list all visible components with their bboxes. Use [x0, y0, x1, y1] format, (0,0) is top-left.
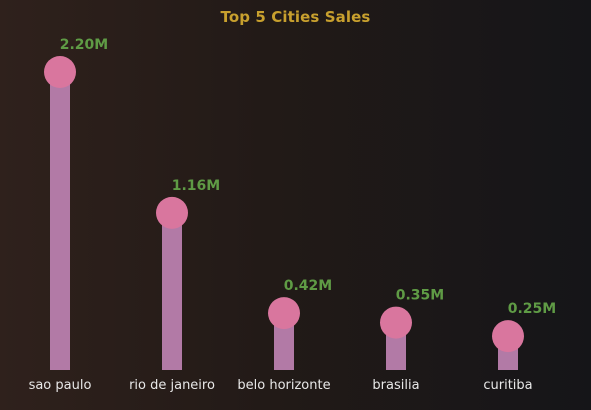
- value-label-0: 2.20M: [60, 37, 108, 53]
- chart-title: Top 5 Cities Sales: [220, 8, 371, 26]
- category-label-2: belo horizonte: [237, 378, 330, 393]
- value-label-4: 0.25M: [508, 301, 556, 317]
- lollipop-stem-0: [50, 72, 70, 370]
- value-label-1: 1.16M: [172, 178, 220, 194]
- lollipop-stem-1: [162, 212, 182, 370]
- category-label-3: brasilia: [372, 378, 419, 393]
- lollipop-head-1: [156, 196, 188, 229]
- category-label-0: sao paulo: [29, 378, 92, 393]
- lollipop-head-2: [268, 297, 300, 330]
- lollipop-head-4: [492, 320, 524, 353]
- category-label-4: curitiba: [483, 378, 532, 393]
- lollipop-head-3: [380, 306, 412, 339]
- value-label-2: 0.42M: [284, 278, 332, 294]
- lollipop-head-0: [44, 56, 76, 88]
- value-label-3: 0.35M: [396, 288, 444, 304]
- category-label-1: rio de janeiro: [129, 378, 215, 393]
